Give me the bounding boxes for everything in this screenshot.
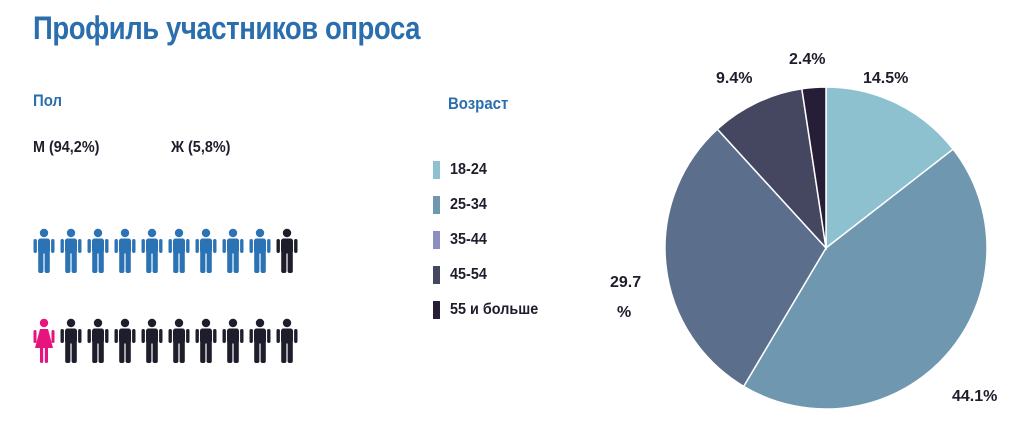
female-share-text: Ж (5,8%) [171,139,231,156]
male-person-icon [195,228,217,273]
page-title: Профиль участников опроса [33,10,421,46]
male-person-icon [222,228,244,273]
legend-label: 25-34 [450,196,487,213]
legend-label: 35-44 [450,231,487,248]
pie-slice-18-24 [825,86,955,250]
male-person-icon [87,318,109,363]
gender-section-label: Пол [33,91,63,110]
male-person-icon [168,318,190,363]
pie-label-35-44-unit: % [617,304,631,321]
legend-item-18-24: 18-24 [433,160,491,180]
pie-label-25-34: 44.1% [952,388,997,405]
male-person-icon [249,228,271,273]
male-person-icon [276,318,298,363]
male-person-icon [141,318,163,363]
legend-swatch [433,196,440,214]
male-person-icon [60,228,82,273]
male-pictogram-row [33,228,298,274]
female-pictogram-row [33,318,298,364]
male-share-text: М (94,2%) [33,139,100,156]
legend-swatch [433,301,440,319]
male-person-icon [141,228,163,273]
legend-item-55-plus: 55 и больше [433,300,548,320]
legend-label: 55 и больше [450,301,539,318]
pie-slice-25-34 [742,148,988,410]
pie-slice-55-и-больше [800,86,827,249]
legend-swatch [433,161,440,179]
pie-slice-35-44 [664,128,827,388]
pie-label-55-plus: 2.4% [789,51,825,68]
legend-item-35-44: 35-44 [433,230,491,250]
legend-label: 18-24 [450,161,487,178]
legend-swatch [433,231,440,249]
pie-label-35-44-value: 29.7 [610,274,641,291]
pie-label-18-24: 14.5% [863,70,908,87]
legend-item-25-34: 25-34 [433,195,491,215]
male-person-icon [87,228,109,273]
age-legend-title: Возраст [448,94,509,113]
legend-item-45-54: 45-54 [433,265,491,285]
pie-slice-45-54 [716,87,828,251]
male-person-icon [60,318,82,363]
legend-swatch [433,266,440,284]
male-person-icon [114,318,136,363]
male-person-icon [114,228,136,273]
male-person-icon [168,228,190,273]
male-person-icon [276,228,298,273]
female-person-icon [33,318,55,363]
male-person-icon [222,318,244,363]
pie-label-45-54: 9.4% [716,70,752,87]
male-person-icon [249,318,271,363]
male-person-icon [195,318,217,363]
legend-label: 45-54 [450,266,487,283]
male-person-icon [33,228,55,273]
